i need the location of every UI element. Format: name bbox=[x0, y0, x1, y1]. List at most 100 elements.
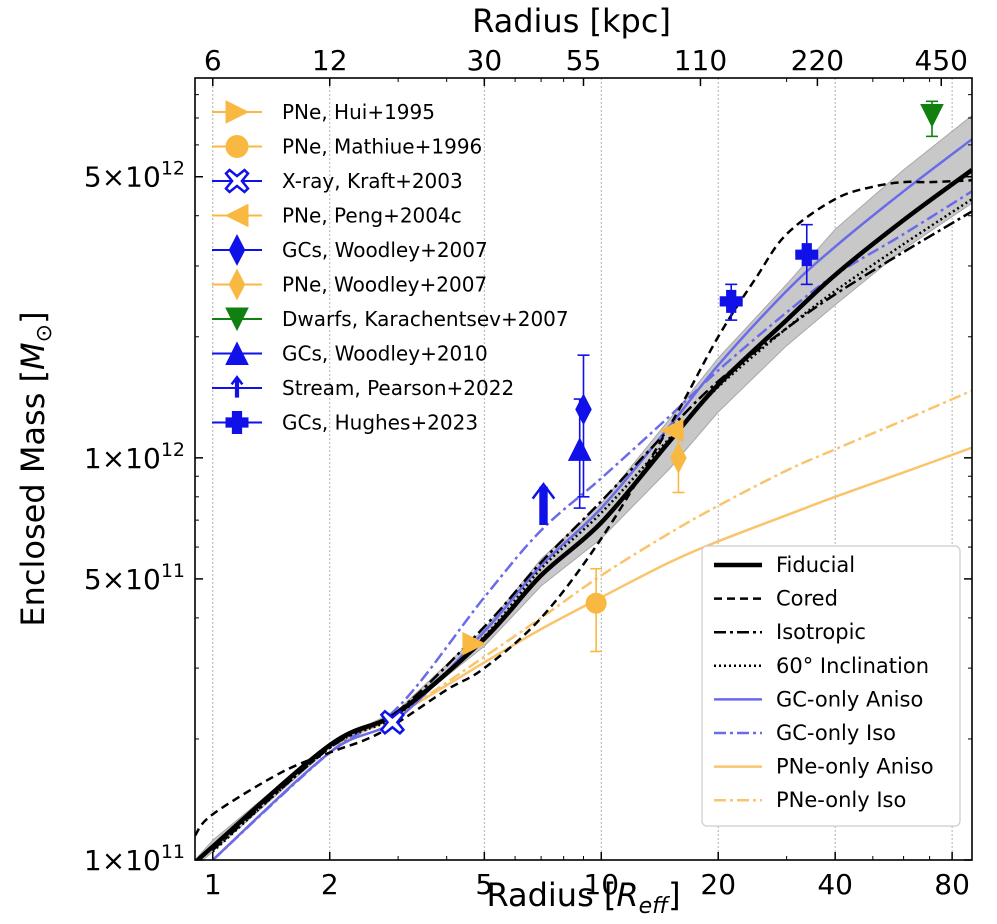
legend2-entry-label: Isotropic bbox=[776, 620, 866, 644]
y-tick-label: 1×1012 bbox=[84, 439, 185, 475]
legend-entry-marker bbox=[225, 100, 250, 124]
top-tick-label: 30 bbox=[467, 44, 503, 77]
legend-entry-label: Dwarfs, Karachentsev+2007 bbox=[282, 307, 569, 331]
model-curves bbox=[195, 138, 972, 860]
x-tick-label: 10 bbox=[583, 868, 619, 901]
legend-entry-marker bbox=[225, 135, 249, 158]
legend-entry-marker bbox=[228, 268, 246, 301]
legend-entry-marker bbox=[225, 411, 249, 434]
legend-entry-label: PNe, Woodley+2007 bbox=[282, 273, 487, 297]
y-axis-label-symbol: M bbox=[14, 342, 52, 370]
marker-plus bbox=[225, 411, 249, 434]
x-tick-label: 1 bbox=[204, 868, 222, 901]
x-tick-label: 5 bbox=[475, 868, 493, 901]
x-tick-label: 80 bbox=[934, 868, 970, 901]
data-point-triangle-down bbox=[920, 103, 944, 128]
y-tick-label: 5×1012 bbox=[84, 158, 185, 194]
marker-diamond bbox=[228, 234, 246, 266]
top-tick-label: 450 bbox=[915, 44, 968, 77]
legend-entry-marker bbox=[224, 168, 250, 194]
marker-arrow-head bbox=[230, 375, 244, 386]
legend2-entry-label: 60° Inclination bbox=[776, 654, 929, 678]
legend-frame bbox=[701, 545, 961, 827]
series-line-cored bbox=[195, 179, 972, 837]
y-tick-exponent: 12 bbox=[161, 158, 185, 180]
marker-triangle-down bbox=[920, 103, 944, 128]
marker-triangle-down bbox=[225, 307, 249, 332]
y-axis-label-suffix: ] bbox=[14, 311, 52, 323]
top-axis-label: Radius [kpc] bbox=[472, 2, 671, 40]
top-tick-label: 12 bbox=[312, 44, 348, 77]
y-tick-exponent: 11 bbox=[161, 560, 185, 582]
legend-entry-label: PNe, Hui+1995 bbox=[282, 100, 435, 124]
marker-triangle-right bbox=[225, 100, 250, 124]
legend2-entry-label: Cored bbox=[776, 587, 838, 611]
marker-triangle-up bbox=[225, 341, 249, 365]
legend2-entry-label: GC-only Aniso bbox=[776, 687, 923, 711]
legend-entry-label: GCs, Woodley+2007 bbox=[282, 238, 488, 262]
series-line-gc-only-aniso bbox=[211, 138, 972, 860]
y-axis-label-prefix: Enclosed Mass [ bbox=[14, 370, 52, 627]
marker-diamond bbox=[670, 441, 687, 474]
legend-entry-marker bbox=[225, 307, 249, 332]
y-tick-exponent: 12 bbox=[161, 439, 185, 461]
models-legend: Fiducial Cored Isotropic 60° Inclination GC-… bbox=[701, 545, 961, 827]
axis-ticks: 1 2 5 10 20 40 806 12 30 55 110 220 4501×10115×10111… bbox=[84, 44, 973, 901]
legend2-entry-label: Fiducial bbox=[776, 553, 855, 577]
legend-entry-label: PNe, Peng+2004c bbox=[282, 204, 462, 228]
data-point-triangle-right bbox=[462, 631, 487, 656]
y-axis-label-subscript: ⊙ bbox=[32, 324, 57, 342]
data-point-x-open bbox=[379, 709, 406, 735]
y-tick-mantissa: 5×10 bbox=[84, 161, 161, 194]
x-tick-label: 40 bbox=[817, 868, 853, 901]
legend-entry-marker bbox=[230, 375, 244, 398]
data-point-diamond bbox=[670, 441, 687, 474]
marker-arrow-head bbox=[531, 482, 556, 500]
x-axis-label-subscript: eff bbox=[639, 894, 671, 919]
observations-legend: PNe, Hui+1995 PNe, Mathiue+1996 X-ray, Kra… bbox=[212, 100, 569, 435]
top-tick-label: 6 bbox=[204, 44, 222, 77]
marker-triangle-left bbox=[659, 418, 684, 443]
legend-entry-label: Stream, Pearson+2022 bbox=[282, 376, 514, 400]
series-line-60-inclination bbox=[211, 198, 972, 853]
legend-entry-label: GCs, Woodley+2010 bbox=[282, 342, 488, 366]
legend-entry-label: PNe, Mathiue+1996 bbox=[282, 135, 482, 159]
data-point-triangle-left bbox=[659, 418, 684, 443]
x-tick-label: 20 bbox=[700, 868, 736, 901]
data-point-circle bbox=[585, 592, 607, 614]
top-tick-label: 220 bbox=[791, 44, 844, 77]
observation-markers bbox=[379, 100, 944, 735]
legend2-entry-label: PNe-only Iso bbox=[776, 788, 906, 812]
marker-circle bbox=[225, 135, 249, 158]
x-tick-label: 2 bbox=[321, 868, 339, 901]
legend-entry-marker bbox=[225, 341, 249, 365]
x-axis-label-suffix: ] bbox=[668, 876, 680, 914]
x-axis-label: Radius [Reff] bbox=[486, 876, 680, 919]
marker-plus bbox=[795, 243, 819, 267]
series-line-fiducial bbox=[195, 168, 972, 860]
legend-entry-label: X-ray, Kraft+2003 bbox=[282, 169, 463, 193]
y-tick-label: 1×1011 bbox=[84, 841, 185, 877]
marker-diamond bbox=[228, 268, 246, 301]
legend-entry-label: GCs, Hughes+2023 bbox=[282, 411, 478, 435]
marker-triangle-up bbox=[567, 437, 592, 461]
marker-plus bbox=[719, 289, 743, 313]
data-point-arrow-up bbox=[531, 482, 556, 525]
y-tick-mantissa: 1×10 bbox=[84, 442, 161, 475]
x-axis-label-prefix: Radius [ bbox=[486, 876, 616, 914]
marker-triangle-left bbox=[224, 203, 249, 228]
y-tick-mantissa: 1×10 bbox=[84, 844, 161, 877]
marker-x-open bbox=[224, 168, 250, 194]
data-point-plus bbox=[795, 243, 819, 267]
legend2-entry-label: GC-only Iso bbox=[776, 721, 896, 745]
legend-entry-marker bbox=[224, 203, 249, 228]
data-point-triangle-up bbox=[567, 437, 592, 461]
marker-x-open bbox=[379, 709, 406, 735]
marker-triangle-right bbox=[462, 631, 487, 656]
y-axis-label: Enclosed Mass [M⊙] bbox=[14, 311, 57, 626]
y-tick-exponent: 11 bbox=[161, 841, 185, 863]
series-line-pne-only-aniso bbox=[211, 446, 972, 860]
legend2-entry-label: PNe-only Aniso bbox=[776, 755, 934, 779]
data-point-plus bbox=[719, 289, 743, 313]
top-tick-label: 55 bbox=[566, 44, 602, 77]
